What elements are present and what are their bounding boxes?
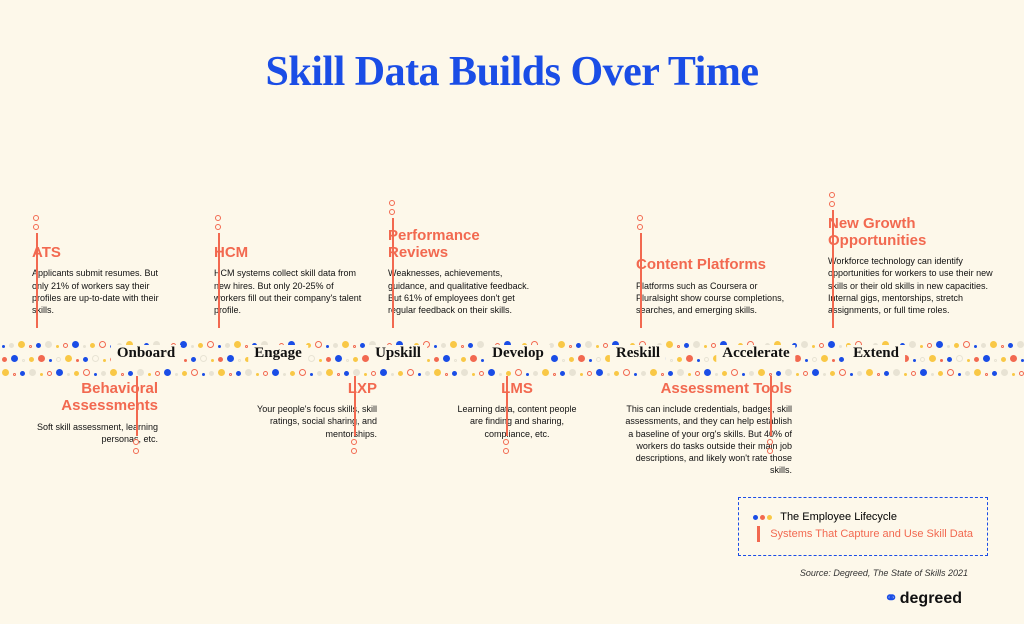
stage-label: Engage: [248, 345, 308, 362]
legend-dots-icon: [753, 515, 772, 520]
legend-line-icon: [757, 526, 760, 542]
callout-body: Weaknesses, achievements, guidance, and …: [388, 267, 538, 316]
callout-body: Workforce technology can identify opport…: [828, 255, 1000, 316]
connector-line: [506, 376, 508, 436]
connector-line: [218, 233, 220, 328]
logo-icon: ⚭: [884, 590, 897, 607]
callout-body: Platforms such as Coursera or Pluralsigh…: [636, 280, 798, 316]
callout: New Growth Opportunities Workforce techno…: [828, 215, 1000, 316]
callout-title: Behavioral Assessments: [28, 380, 158, 415]
callout: Content Platforms Platforms such as Cours…: [636, 256, 798, 316]
callout-title: LMS: [452, 380, 582, 397]
callout: LMS Learning data, content people are fin…: [452, 380, 582, 440]
legend-row-systems: Systems That Capture and Use Skill Data: [753, 526, 973, 542]
callout: ATS Applicants submit resumes. But only 2…: [32, 244, 177, 316]
connector-line: [770, 376, 772, 436]
timeline: Onboard Engage Upskill Develop Reskill Accele…: [0, 333, 1024, 373]
callout: Assessment ToolsThis can include credent…: [622, 380, 792, 476]
callout-body: Learning data, content people are findin…: [452, 403, 582, 439]
connector-line: [640, 233, 642, 328]
callout-title: ATS: [32, 244, 177, 261]
connector-line: [392, 218, 394, 328]
stage-label: Upskill: [369, 345, 427, 362]
source-text: Source: Degreed, The State of Skills 202…: [800, 568, 968, 578]
stage-label: Accelerate: [716, 345, 795, 362]
callout-body: HCM systems collect skill data from new …: [214, 267, 364, 316]
callout: Behavioral Assessments Soft skill assessm…: [28, 380, 158, 445]
legend-label: Systems That Capture and Use Skill Data: [770, 528, 973, 540]
connector-line: [832, 210, 834, 328]
legend-row-lifecycle: The Employee Lifecycle: [753, 511, 973, 523]
connector-line: [36, 233, 38, 328]
legend-box: The Employee Lifecycle Systems That Capt…: [738, 497, 988, 556]
logo-text: degreed: [900, 590, 962, 607]
callout-title: Performance Reviews: [388, 227, 538, 262]
stage-label: Extend: [847, 345, 905, 362]
stage-label: Onboard: [111, 345, 181, 362]
callout: HCM HCM systems collect skill data from n…: [214, 244, 364, 316]
callout-body: Applicants submit resumes. But only 21% …: [32, 267, 177, 316]
callout-title: Content Platforms: [636, 256, 798, 273]
callout-title: HCM: [214, 244, 364, 261]
legend-label: The Employee Lifecycle: [780, 511, 897, 523]
stage-label: Reskill: [610, 345, 666, 362]
connector-line: [354, 376, 356, 436]
brand-logo: ⚭degreed: [884, 588, 962, 608]
page-title: Skill Data Builds Over Time: [0, 48, 1024, 96]
callout-title: Assessment Tools: [622, 380, 792, 397]
callout-body: Soft skill assessment, learning personas…: [28, 421, 158, 445]
callout: Performance Reviews Weaknesses, achieveme…: [388, 227, 538, 316]
connector-line: [136, 376, 138, 436]
callout-title: New Growth Opportunities: [828, 215, 1000, 250]
dot-row-bot: [0, 363, 1024, 381]
stage-label: Develop: [486, 345, 550, 362]
